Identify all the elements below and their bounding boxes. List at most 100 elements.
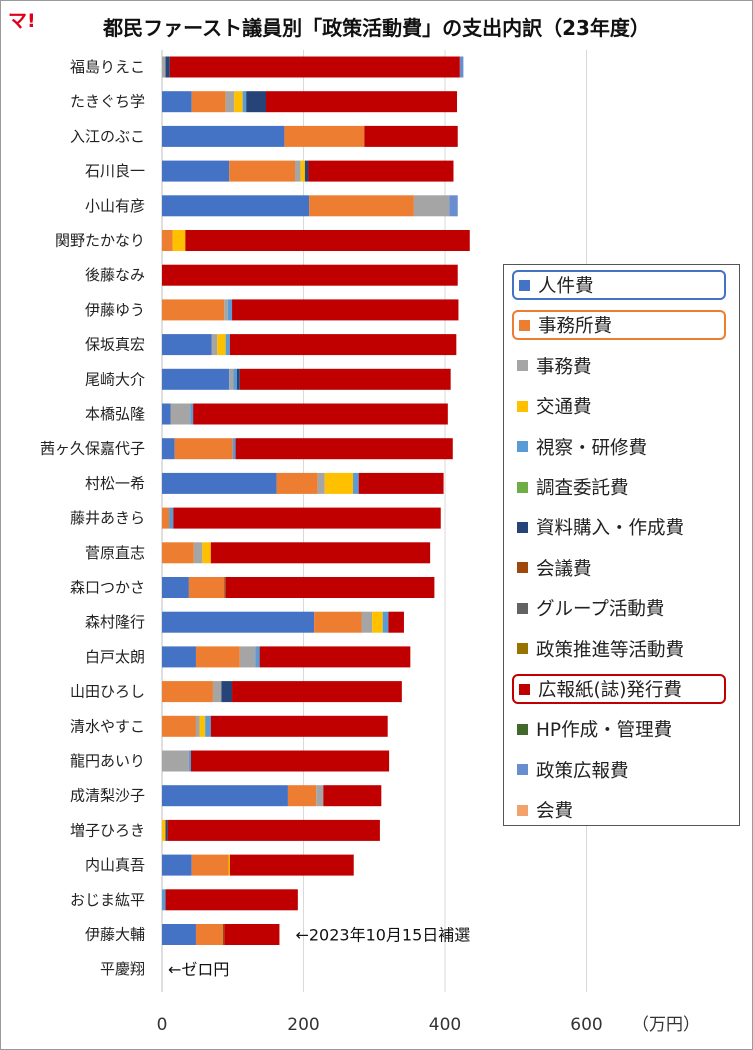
annotation-text: ←ゼロ円 bbox=[168, 960, 229, 979]
bar-segment bbox=[162, 542, 194, 564]
bar-segment bbox=[191, 750, 390, 772]
category-label: おじま紘平 bbox=[70, 891, 145, 909]
category-label: 後藤なみ bbox=[85, 266, 145, 284]
bar-segment bbox=[229, 368, 234, 390]
x-tick-label: 200 bbox=[287, 1015, 319, 1035]
legend-item: 視察・研修費 bbox=[512, 432, 726, 462]
category-labels: 福島りえこたきぐち学入江のぶこ石川良一小山有彦関野たかなり後藤なみ伊藤ゆう保坂真… bbox=[40, 58, 145, 978]
bar-segment bbox=[162, 160, 230, 182]
bar-segment bbox=[162, 715, 196, 737]
bar-segment bbox=[173, 507, 441, 529]
bar-segment bbox=[172, 230, 186, 251]
bar-segment bbox=[300, 160, 305, 182]
bar-segment bbox=[225, 577, 435, 598]
legend-label: 視察・研修費 bbox=[536, 437, 648, 459]
category-label: 増子ひろき bbox=[70, 821, 145, 839]
bar-segment bbox=[225, 334, 230, 356]
legend-label: 事務所費 bbox=[538, 316, 613, 338]
bar-segment bbox=[227, 299, 233, 321]
chart-title: 都民ファースト議員別「政策活動費」の支出内訳（23年度） bbox=[103, 16, 650, 40]
bar-segment bbox=[169, 56, 460, 78]
bar-segment bbox=[361, 611, 373, 633]
legend-item: 調査委託費 bbox=[512, 472, 726, 502]
bar-segment bbox=[162, 195, 310, 217]
category-label: 伊藤大輔 bbox=[85, 926, 145, 944]
category-label: 茜ヶ久保嘉代子 bbox=[40, 440, 145, 458]
bar-segment bbox=[239, 368, 451, 390]
bar-segment bbox=[174, 438, 233, 460]
legend-swatch bbox=[519, 279, 530, 291]
bar-segment bbox=[167, 819, 380, 841]
annotations: ←2023年10月15日補選 ←ゼロ円 bbox=[168, 926, 470, 980]
bar-segment bbox=[162, 611, 315, 633]
legend-swatch bbox=[517, 723, 528, 735]
bar-segment bbox=[165, 889, 298, 911]
bar-segment bbox=[388, 611, 404, 633]
category-label: 入江のぶこ bbox=[70, 127, 145, 145]
legend-item: 広報紙(誌)発行費 bbox=[512, 674, 726, 704]
legend-item: 会費 bbox=[512, 795, 726, 825]
legend-label: 交通費 bbox=[536, 397, 592, 419]
bar-segment bbox=[162, 681, 213, 703]
legend-label: 人件費 bbox=[538, 276, 594, 297]
legend-swatch bbox=[517, 804, 528, 816]
bar-segment bbox=[304, 160, 309, 182]
bar-segment bbox=[449, 195, 458, 217]
category-label: 保坂真宏 bbox=[85, 336, 145, 354]
bar-segment bbox=[222, 924, 225, 945]
bar-segment bbox=[413, 195, 450, 217]
legend-item: 事務費 bbox=[512, 351, 726, 381]
bar-segment bbox=[205, 715, 211, 737]
logo-mark: マ! bbox=[8, 10, 36, 32]
category-label: 本橋弘隆 bbox=[85, 405, 145, 423]
bar-segment bbox=[162, 507, 170, 529]
category-label: 白戸太朗 bbox=[85, 648, 145, 666]
bar-segment bbox=[162, 785, 288, 807]
bar-segment bbox=[162, 577, 189, 598]
category-label: 成清梨沙子 bbox=[70, 787, 145, 805]
bar-segment bbox=[185, 230, 470, 251]
bar-segment bbox=[199, 715, 206, 737]
bar-segment bbox=[246, 91, 267, 113]
bar-segment bbox=[162, 924, 196, 945]
bar-segment bbox=[459, 56, 464, 78]
bar-segment bbox=[232, 681, 402, 703]
category-label: 森口つかさ bbox=[70, 579, 145, 597]
bar-segment bbox=[202, 542, 211, 564]
bar-segment bbox=[165, 819, 168, 841]
bar-segment bbox=[190, 403, 194, 425]
legend-label: 政策推進等活動費 bbox=[536, 639, 685, 661]
category-label: 小山有彦 bbox=[85, 197, 145, 215]
category-label: たきぐち学 bbox=[70, 93, 145, 111]
category-label: 平慶翔 bbox=[100, 960, 145, 978]
x-tick-labels: 0 200 400 600 bbox=[157, 1015, 603, 1035]
legend-swatch bbox=[517, 360, 528, 372]
bar-segment bbox=[217, 334, 226, 356]
bar-segment bbox=[162, 91, 192, 113]
legend-label: グループ活動費 bbox=[536, 599, 665, 621]
bar-segment bbox=[382, 611, 389, 633]
bar-segment bbox=[225, 91, 235, 113]
bar-segment bbox=[233, 368, 237, 390]
legend-label: 資料購入・作成費 bbox=[536, 518, 685, 540]
category-label: 尾崎大介 bbox=[85, 370, 145, 388]
bar-segment bbox=[314, 611, 362, 633]
bar-segment bbox=[308, 160, 454, 182]
bar-segment bbox=[228, 854, 230, 876]
legend-swatch bbox=[517, 562, 528, 574]
legend-item: 交通費 bbox=[512, 391, 726, 421]
legend-swatch bbox=[519, 319, 530, 331]
bar-segment bbox=[234, 91, 243, 113]
bar-segment bbox=[284, 125, 365, 147]
bar-segment bbox=[211, 334, 218, 356]
bar-segment bbox=[162, 854, 192, 876]
legend-swatch bbox=[517, 441, 528, 453]
bar-segment bbox=[229, 334, 457, 356]
legend-label: 会費 bbox=[536, 801, 574, 823]
legend-swatch bbox=[517, 643, 528, 655]
bar-segment bbox=[255, 646, 260, 668]
legend-item: 資料購入・作成費 bbox=[512, 512, 726, 542]
bar-segment bbox=[162, 438, 175, 460]
legend-item: 人件費 bbox=[512, 270, 726, 300]
